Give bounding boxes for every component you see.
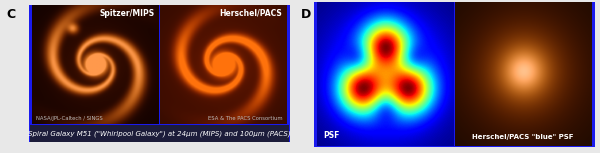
Text: C: C bbox=[6, 8, 15, 21]
Text: NASA/JPL-Caltech / SINGS: NASA/JPL-Caltech / SINGS bbox=[36, 116, 103, 121]
Text: ESA & The PACS Consortium: ESA & The PACS Consortium bbox=[208, 116, 283, 121]
Text: PSF: PSF bbox=[323, 131, 339, 140]
Text: D: D bbox=[301, 8, 311, 21]
Text: Herschel/PACS: Herschel/PACS bbox=[220, 9, 283, 18]
Text: Spiral Galaxy M51 ("Whirlpool Galaxy") at 24μm (MIPS) and 100μm (PACS): Spiral Galaxy M51 ("Whirlpool Galaxy") a… bbox=[28, 130, 290, 137]
Text: Herschel/PACS "blue" PSF: Herschel/PACS "blue" PSF bbox=[472, 134, 574, 140]
Text: Spitzer/MIPS: Spitzer/MIPS bbox=[100, 9, 155, 18]
